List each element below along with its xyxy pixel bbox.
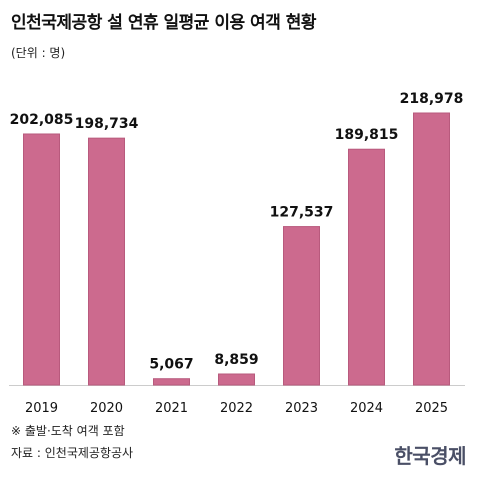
data-label-2023: 127,537	[270, 205, 334, 221]
x-tick-label-2023: 2023	[285, 401, 318, 416]
bar-2023	[283, 226, 320, 386]
source-label: 자료 : 인천국제공항공사	[11, 446, 134, 460]
bar-2019	[23, 133, 60, 386]
unit-label: (단위 : 명)	[11, 46, 66, 60]
data-label-2019: 202,085	[10, 112, 74, 128]
x-tick-label-2022: 2022	[220, 401, 253, 416]
bar-2020	[88, 137, 125, 386]
bar-2022	[218, 373, 255, 386]
chart-title: 인천국제공항 설 연휴 일평균 이용 여객 현황	[11, 13, 317, 33]
bar-2021	[153, 378, 190, 386]
bar-2024	[348, 148, 385, 386]
x-tick-label-2025: 2025	[415, 401, 448, 416]
bar-2025	[413, 112, 450, 386]
footnote: ※ 출발·도착 여객 포함	[11, 424, 125, 438]
bar-chart: 202,085 2019 198,734 2020 5,067 2021 8,859 2022…	[9, 91, 465, 416]
data-label-2025: 218,978	[400, 91, 464, 107]
data-label-2021: 5,067	[149, 357, 193, 373]
x-tick-label-2024: 2024	[350, 401, 383, 416]
data-label-2020: 198,734	[75, 116, 139, 132]
x-tick-label-2021: 2021	[155, 401, 188, 416]
publisher-logo: 한국경제	[394, 444, 466, 468]
data-label-2024: 189,815	[335, 127, 399, 143]
data-label-2022: 8,859	[214, 352, 258, 368]
x-tick-label-2019: 2019	[25, 401, 58, 416]
x-tick-label-2020: 2020	[90, 401, 123, 416]
